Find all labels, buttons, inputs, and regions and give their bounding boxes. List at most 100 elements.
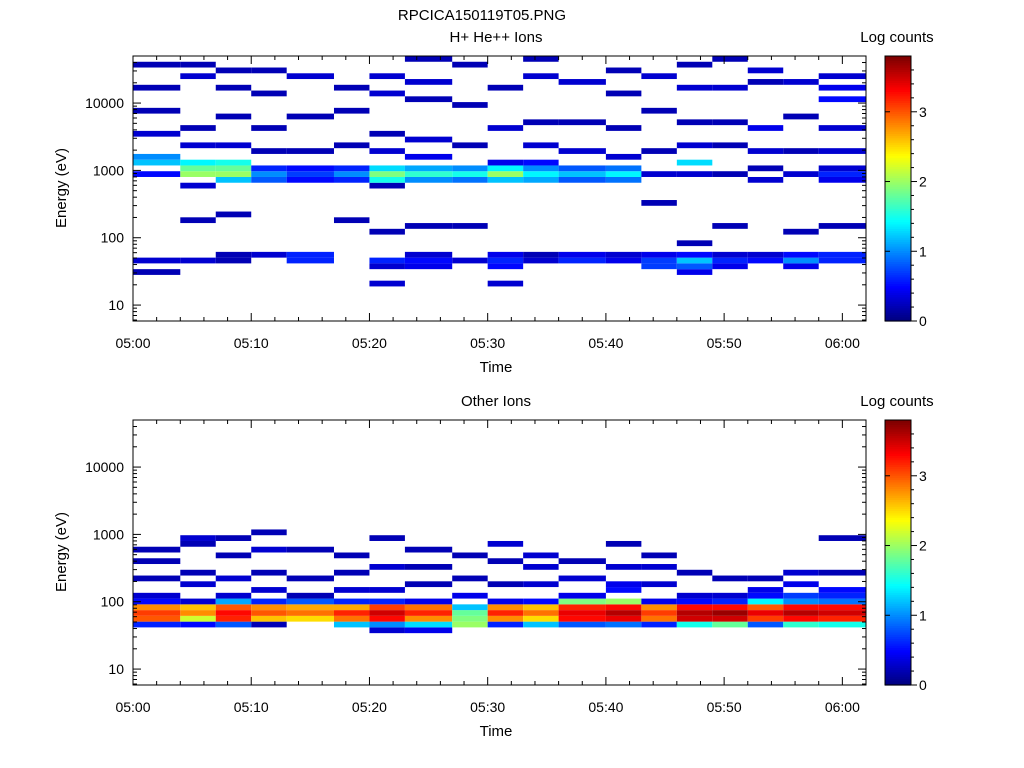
heatmap-cell <box>251 529 287 536</box>
heatmap-cell <box>133 171 181 177</box>
heatmap-cell <box>558 79 606 85</box>
heatmap-cell <box>558 176 606 183</box>
colorbar-segment <box>885 499 911 503</box>
heatmap-cell <box>747 257 784 264</box>
heatmap-cell <box>487 540 524 547</box>
colorbar-segment <box>885 150 911 154</box>
heatmap-cell <box>712 56 748 62</box>
heatmap-cell <box>369 257 405 264</box>
colorbar-segment <box>885 173 911 176</box>
colorbar-segment <box>885 468 911 472</box>
heatmap-cell <box>558 148 606 154</box>
heatmap-cell <box>251 176 287 183</box>
x-tick-label: 05:30 <box>470 699 505 715</box>
heatmap-cell <box>783 263 819 270</box>
heatmap-cells <box>133 56 866 287</box>
colorbar-segment <box>885 607 911 611</box>
colorbar-segment <box>885 60 911 64</box>
heatmap-cell <box>747 598 784 605</box>
heatmap-cell <box>133 575 181 582</box>
heatmap-cell <box>404 165 453 172</box>
heatmap-cell <box>215 159 252 166</box>
heatmap-cell <box>712 615 748 622</box>
colorbar-segment <box>885 614 911 618</box>
heatmap-cell <box>180 257 216 264</box>
heatmap-cell <box>712 142 748 149</box>
colorbar-segment <box>885 572 911 576</box>
panel-other-ions: Other Ions Time Energy (eV) Log counts 0… <box>53 393 934 740</box>
colorbar-segment <box>885 133 911 137</box>
colorbar-segment <box>885 609 911 613</box>
colorbar-tick-label: 0 <box>919 677 927 693</box>
heatmap-cell <box>747 592 784 599</box>
x-tick-label: 05:30 <box>470 335 505 351</box>
y-axis-label: Energy (eV) <box>53 148 70 228</box>
colorbar-segment <box>885 296 911 300</box>
heatmap-cell <box>369 130 405 137</box>
heatmap-cell <box>133 592 181 599</box>
colorbar-segment <box>885 678 911 682</box>
heatmap-cell <box>180 165 216 172</box>
colorbar-segment <box>885 292 911 296</box>
heatmap-cell <box>369 610 405 616</box>
heatmap-cell <box>452 592 488 599</box>
y-tick-label: 10000 <box>85 459 124 475</box>
heatmap-cell <box>558 604 606 611</box>
heatmap-cell <box>676 615 713 622</box>
colorbar-segment <box>885 64 911 68</box>
heatmap-cell <box>558 615 606 622</box>
colorbar-segment <box>885 250 911 254</box>
heatmap-cell <box>747 148 784 154</box>
heatmap-cell <box>558 621 606 628</box>
colorbar-segment <box>885 256 911 260</box>
heatmap-cell <box>641 610 677 616</box>
heatmap-cell <box>133 598 181 605</box>
heatmap-cell <box>712 592 748 599</box>
heatmap-cell <box>369 564 405 570</box>
heatmap-cell <box>452 621 488 628</box>
heatmap-cell <box>215 84 252 91</box>
heatmap-cell <box>333 84 370 91</box>
colorbar-segment <box>885 111 911 115</box>
heatmap-cell <box>641 604 677 611</box>
x-tick-label: 06:00 <box>825 699 860 715</box>
heatmap-cell <box>523 615 559 622</box>
colorbar-segment <box>885 420 911 423</box>
heatmap-cell <box>333 176 370 183</box>
heatmap-cell <box>404 136 453 143</box>
colorbar-tick-label: 1 <box>919 243 927 259</box>
heatmap-cell <box>818 84 866 91</box>
colorbar-segment <box>885 208 911 212</box>
heatmap-cell <box>404 581 453 588</box>
colorbar-segment <box>885 616 911 620</box>
colorbar-tick-label: 1 <box>919 607 927 623</box>
heatmap-cell <box>818 598 866 605</box>
heatmap-cell <box>404 176 453 183</box>
colorbar-segment <box>885 316 911 320</box>
heatmap-cell <box>133 153 181 160</box>
heatmap-cell <box>180 125 216 131</box>
heatmap-cell <box>215 604 252 611</box>
heatmap-cell <box>215 535 252 541</box>
heatmap-cell <box>133 615 181 622</box>
heatmap-cell <box>133 558 181 565</box>
heatmap-cell <box>676 159 713 166</box>
heatmap-cell <box>818 251 866 258</box>
figure-title: RPCICA150119T05.PNG <box>398 7 566 24</box>
colorbar-segment <box>885 95 911 99</box>
heatmap-cell <box>641 581 677 588</box>
colorbar-segment <box>885 309 911 313</box>
heatmap-cell <box>605 171 642 177</box>
heatmap-cell <box>215 575 252 582</box>
colorbar-segment <box>885 603 911 607</box>
colorbar-segment <box>885 71 911 75</box>
heatmap-cell <box>712 119 748 126</box>
heatmap-cell <box>369 73 405 80</box>
heatmap-cell <box>333 171 370 177</box>
colorbar-segment <box>885 673 911 677</box>
colorbar-segment <box>885 234 911 238</box>
heatmap-cell <box>747 79 784 85</box>
heatmap-cell <box>783 615 819 622</box>
colorbar-segment <box>885 442 911 445</box>
colorbar-segment <box>885 662 911 666</box>
